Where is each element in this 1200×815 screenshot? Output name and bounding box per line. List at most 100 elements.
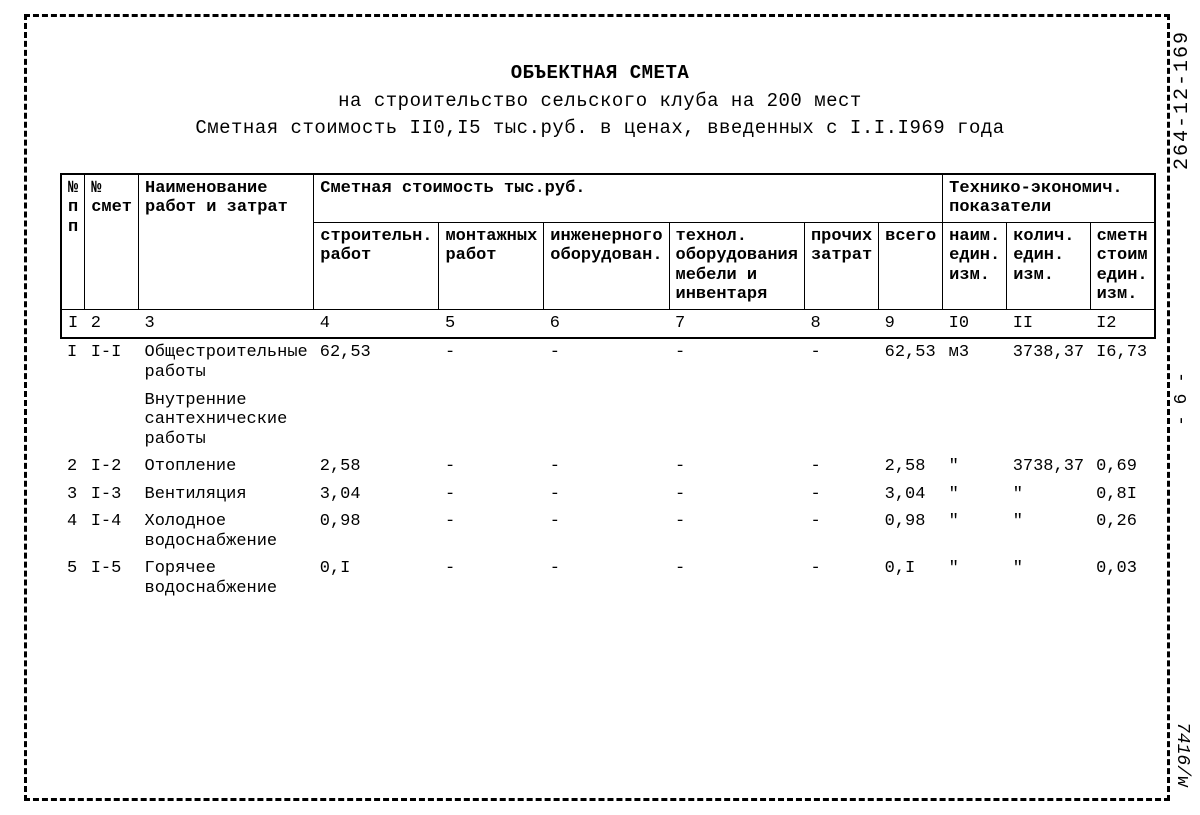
page: 264-12-169 - 6 - 7416/w ОБЪЕКТНАЯ СМЕТА … — [0, 0, 1200, 815]
th-nsmet: № смет — [85, 174, 139, 310]
coln-12: I2 — [1090, 309, 1155, 338]
coln-11: II — [1007, 309, 1090, 338]
cell-c5: - — [439, 481, 544, 509]
page-number: - 6 - — [1172, 372, 1192, 426]
cell-c9: 2,58 — [879, 453, 943, 481]
cell-c7: - — [669, 453, 804, 481]
cell-c6: - — [544, 555, 669, 602]
cell-c7: - — [669, 338, 804, 386]
doc-code-top: 264-12-169 — [1171, 30, 1194, 170]
doc-subtitle-2: Сметная стоимость II0,I5 тыс.руб. в цена… — [60, 115, 1140, 143]
cell-c11: " — [1007, 555, 1090, 602]
cell-c10: " — [943, 481, 1007, 509]
cell-c7: - — [669, 555, 804, 602]
doc-title: ОБЪЕКТНАЯ СМЕТА — [60, 60, 1140, 88]
cell-c6: - — [544, 508, 669, 555]
cell-c12: 0,03 — [1090, 555, 1155, 602]
doc-subtitle-1: на строительство сельского клуба на 200 … — [60, 88, 1140, 116]
cell-n: 2 — [61, 453, 85, 481]
coln-5: 5 — [439, 309, 544, 338]
cell-c9: 0,98 — [879, 508, 943, 555]
cell-c9: 3,04 — [879, 481, 943, 509]
cell-c5: - — [439, 338, 544, 386]
th-c7: технол. оборудования мебели и инвентаря — [669, 222, 804, 309]
cell-c12: 0,26 — [1090, 508, 1155, 555]
estimate-table: № п п № смет Наименование работ и затрат… — [60, 173, 1156, 603]
cell-c4: 0,I — [314, 555, 439, 602]
cell-c9: 62,53 — [879, 338, 943, 386]
cell-smet: I-4 — [85, 508, 139, 555]
content: ОБЪЕКТНАЯ СМЕТА на строительство сельско… — [30, 20, 1170, 612]
th-c12: сметн стоим един. изм. — [1090, 222, 1155, 309]
cell-n: 3 — [61, 481, 85, 509]
cell-smet: I-2 — [85, 453, 139, 481]
coln-9: 9 — [879, 309, 943, 338]
cell-c6: - — [544, 481, 669, 509]
cell-c10: " — [943, 453, 1007, 481]
th-npp: № п п — [61, 174, 85, 310]
th-c11: колич. един. изм. — [1007, 222, 1090, 309]
coln-7: 7 — [669, 309, 804, 338]
table-row: 3 I-3 Вентиляция 3,04 - - - - 3,04 " " 0… — [61, 481, 1155, 509]
cell-c5: - — [439, 453, 544, 481]
header-row-1: № п п № смет Наименование работ и затрат… — [61, 174, 1155, 223]
cell-c4: 62,53 — [314, 338, 439, 386]
cell-c8: - — [804, 453, 878, 481]
cell-c7: - — [669, 508, 804, 555]
cell-c11: " — [1007, 481, 1090, 509]
th-c8: прочих затрат — [804, 222, 878, 309]
th-c10: наим. един. изм. — [943, 222, 1007, 309]
cell-c7: - — [669, 481, 804, 509]
cell-c10: м3 — [943, 338, 1007, 386]
cell-c5: - — [439, 555, 544, 602]
coln-1: I — [61, 309, 85, 338]
cell-c9: 0,I — [879, 555, 943, 602]
cell-name: Холодное водоснабжение — [139, 508, 314, 555]
cell-smet: I-3 — [85, 481, 139, 509]
cell-c6: - — [544, 453, 669, 481]
coln-3: 3 — [139, 309, 314, 338]
cell-n: I — [61, 338, 85, 386]
cell-smet: I-I — [85, 338, 139, 386]
cell-c11: " — [1007, 508, 1090, 555]
cell-c4: 3,04 — [314, 481, 439, 509]
th-cost-group: Сметная стоимость тыс.руб. — [314, 174, 943, 223]
cell-c6: - — [544, 338, 669, 386]
cell-c11: 3738,37 — [1007, 338, 1090, 386]
doc-code-bottom: 7416/w — [1172, 722, 1192, 787]
th-c6: инженерного оборудован. — [544, 222, 669, 309]
th-c5: монтажных работ — [439, 222, 544, 309]
cell-c11: 3738,37 — [1007, 453, 1090, 481]
header-colnums: I 2 3 4 5 6 7 8 9 I0 II I2 — [61, 309, 1155, 338]
cell-n: 4 — [61, 508, 85, 555]
table-subheader: Внутренние сантехнические работы — [61, 387, 1155, 454]
coln-4: 4 — [314, 309, 439, 338]
cell-c8: - — [804, 338, 878, 386]
cell-subname: Внутренние сантехнические работы — [139, 387, 314, 454]
cell-c4: 0,98 — [314, 508, 439, 555]
coln-2: 2 — [85, 309, 139, 338]
cell-n: 5 — [61, 555, 85, 602]
cell-name: Отопление — [139, 453, 314, 481]
th-c4: строительн. работ — [314, 222, 439, 309]
th-tech-group: Технико-экономич. показатели — [943, 174, 1155, 223]
cell-c12: I6,73 — [1090, 338, 1155, 386]
cell-smet: I-5 — [85, 555, 139, 602]
coln-10: I0 — [943, 309, 1007, 338]
cell-name: Горячее водоснабжение — [139, 555, 314, 602]
cell-name: Общестроительные работы — [139, 338, 314, 386]
cell-c12: 0,8I — [1090, 481, 1155, 509]
cell-c8: - — [804, 555, 878, 602]
cell-c10: " — [943, 508, 1007, 555]
cell-c4: 2,58 — [314, 453, 439, 481]
th-c9: всего — [879, 222, 943, 309]
cell-c10: " — [943, 555, 1007, 602]
coln-8: 8 — [804, 309, 878, 338]
cell-c8: - — [804, 508, 878, 555]
table-row: 4 I-4 Холодное водоснабжение 0,98 - - - … — [61, 508, 1155, 555]
table-row: 2 I-2 Отопление 2,58 - - - - 2,58 " 3738… — [61, 453, 1155, 481]
cell-name: Вентиляция — [139, 481, 314, 509]
th-name: Наименование работ и затрат — [139, 174, 314, 310]
table-row: I I-I Общестроительные работы 62,53 - - … — [61, 338, 1155, 386]
heading-block: ОБЪЕКТНАЯ СМЕТА на строительство сельско… — [60, 60, 1140, 143]
